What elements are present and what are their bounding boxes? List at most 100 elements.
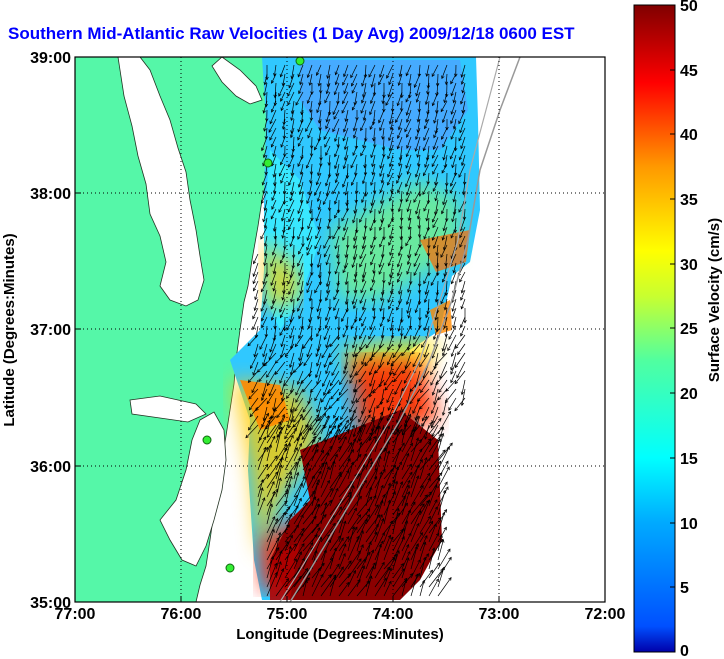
velocity-arrowhead	[437, 438, 441, 443]
velocity-arrow	[358, 370, 367, 383]
velocity-arrowhead	[297, 457, 301, 461]
velocity-arrowhead	[307, 325, 311, 330]
velocity-arrow	[320, 480, 330, 498]
velocity-arrow	[293, 406, 304, 423]
velocity-arrow	[306, 154, 313, 169]
velocity-arrow	[425, 91, 430, 105]
velocity-arrow	[374, 456, 381, 480]
velocity-arrow	[368, 325, 376, 340]
velocity-arrow	[310, 109, 313, 121]
velocity-arrowhead	[403, 335, 407, 340]
velocity-arrowhead	[333, 574, 337, 578]
velocity-arrowhead	[306, 246, 310, 251]
velocity-arrowhead	[406, 484, 410, 489]
velocity-arrow	[249, 406, 259, 417]
velocity-arrowhead	[381, 532, 385, 536]
velocity-arrow	[398, 289, 403, 304]
velocity-arrow	[293, 551, 302, 570]
velocity-arrowhead	[358, 418, 362, 423]
velocity-arrowhead	[343, 90, 347, 95]
velocity-arrow	[297, 226, 304, 240]
velocity-arrowhead	[434, 499, 438, 503]
velocity-arrow	[460, 91, 466, 105]
velocity-arrowhead	[424, 119, 429, 123]
velocity-arrowhead	[320, 449, 324, 454]
velocity-arrowhead	[396, 145, 401, 150]
velocity-arrowhead	[429, 520, 434, 525]
velocity-arrow	[410, 459, 423, 480]
velocity-arrowhead	[384, 387, 389, 391]
velocity-arrowhead	[316, 503, 320, 508]
velocity-arrowhead	[388, 197, 393, 202]
velocity-arrow	[435, 307, 439, 320]
velocity-arrow	[382, 91, 385, 104]
velocity-arrow	[401, 423, 407, 444]
velocity-arrow	[381, 208, 385, 223]
velocity-arrow	[445, 253, 448, 266]
velocity-arrowhead	[401, 527, 405, 532]
velocity-arrow	[308, 316, 313, 329]
velocity-arrow	[371, 190, 376, 206]
velocity-arrow	[275, 465, 283, 489]
velocity-arrowhead	[265, 473, 270, 478]
velocity-arrowhead	[378, 543, 382, 548]
velocity-arrow	[374, 562, 385, 579]
velocity-arrow	[365, 426, 379, 444]
velocity-arrowhead	[268, 443, 273, 448]
velocity-arrowhead	[317, 226, 321, 231]
velocity-arrow	[433, 235, 439, 249]
velocity-arrow	[363, 109, 367, 121]
velocity-arrowhead	[302, 388, 306, 393]
velocity-arrowhead	[272, 174, 276, 178]
velocity-arrow	[442, 271, 448, 283]
velocity-arrow	[257, 464, 269, 480]
velocity-arrowhead	[373, 495, 377, 499]
velocity-arrow	[327, 64, 331, 79]
velocity-arrow	[419, 457, 427, 480]
velocity-arrow	[293, 543, 305, 561]
velocity-arrowhead	[371, 307, 376, 312]
velocity-arrow	[369, 118, 376, 130]
velocity-arrowhead	[378, 383, 383, 388]
velocity-arrow	[298, 82, 304, 94]
velocity-arrowhead	[332, 111, 336, 116]
velocity-arrow	[284, 546, 292, 570]
velocity-arrowhead	[342, 183, 346, 188]
velocity-arrow	[406, 127, 412, 138]
velocity-arrowhead	[458, 156, 463, 161]
velocity-arrow	[460, 316, 466, 328]
velocity-arrow	[266, 444, 272, 462]
velocity-arrowhead	[271, 206, 275, 210]
velocity-arrow	[370, 91, 376, 104]
velocity-arrow	[394, 424, 403, 435]
velocity-arrowhead	[405, 112, 410, 116]
velocity-arrowhead	[315, 449, 319, 453]
velocity-arrow	[320, 461, 328, 480]
velocity-arrow	[288, 217, 295, 230]
velocity-arrowhead	[297, 136, 301, 141]
velocity-arrow	[270, 271, 277, 286]
velocity-arrowhead	[258, 378, 262, 383]
velocity-arrow	[326, 271, 331, 287]
velocity-arrow	[338, 429, 350, 444]
velocity-arrow	[345, 244, 349, 258]
velocity-arrow	[329, 576, 336, 597]
velocity-arrow	[418, 100, 421, 112]
velocity-arrow	[461, 64, 466, 78]
velocity-arrow	[329, 537, 344, 561]
y-axis-label: Latitude (Degrees:Minutes)	[1, 233, 18, 426]
velocity-arrowhead	[423, 235, 427, 240]
velocity-arrowhead	[358, 438, 362, 442]
velocity-arrowhead	[252, 280, 256, 285]
velocity-arrowhead	[321, 354, 325, 359]
velocity-arrowhead	[295, 391, 299, 396]
velocity-arrow	[341, 208, 349, 222]
velocity-arrow	[413, 190, 421, 203]
velocity-arrow	[342, 226, 349, 241]
velocity-arrowhead	[403, 577, 408, 582]
velocity-arrow	[288, 154, 295, 168]
velocity-arrow	[410, 465, 419, 489]
velocity-arrowhead	[454, 407, 458, 412]
velocity-arrow	[432, 208, 439, 223]
